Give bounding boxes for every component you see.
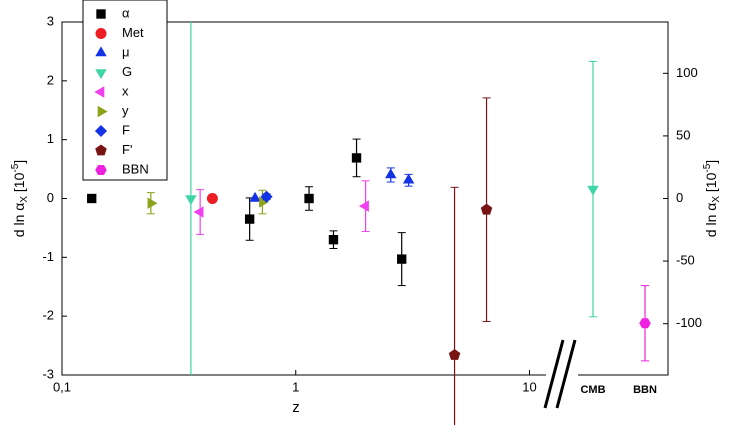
marker [480, 203, 493, 215]
y2-axis-label-part: d ln α [703, 203, 719, 238]
y-tick-label: 2 [47, 72, 54, 87]
legend-label: F' [122, 142, 132, 157]
y2-axis-label-part: X [711, 196, 722, 203]
x-tick-label: 1 [292, 379, 299, 394]
marker [147, 197, 158, 209]
y-tick-label: -2 [42, 308, 54, 323]
legend-label: y [122, 103, 129, 118]
marker [351, 153, 362, 163]
y2-tick-label: 50 [676, 127, 690, 142]
y-axis-label-part: [10 [11, 172, 27, 196]
legend-marker [95, 144, 107, 156]
legend-label: G [122, 64, 132, 79]
legend-marker [96, 9, 106, 19]
marker [193, 206, 204, 218]
legend-marker [95, 46, 107, 57]
marker [639, 318, 651, 329]
marker [385, 168, 397, 179]
y-axis-label-part: d ln α [11, 203, 27, 238]
legend-marker [95, 69, 107, 80]
legend-marker [94, 86, 105, 98]
y-axis-label-part: ] [11, 160, 27, 164]
legend-label: F [122, 122, 130, 137]
y2-axis-label-part: -5 [702, 163, 713, 172]
legend-label: BBN [122, 161, 149, 176]
legend-marker [97, 105, 108, 118]
y2-tick-label: -100 [676, 315, 702, 330]
marker [587, 185, 599, 196]
marker [448, 348, 461, 360]
y2-axis-label-part: [10 [703, 172, 719, 196]
marker [402, 173, 415, 184]
x-tick-label: 10 [522, 379, 536, 394]
legend-marker [95, 28, 107, 39]
legend-marker [94, 124, 108, 138]
y2-axis-label-part: ] [703, 160, 719, 164]
marker [260, 190, 273, 203]
marker [206, 193, 218, 204]
x-category-label: CMB [580, 384, 605, 396]
marker [397, 254, 407, 264]
marker [359, 200, 369, 212]
legend-label: Met [122, 25, 144, 40]
x-category-label: BBN [633, 384, 657, 396]
legend-label: μ [122, 44, 130, 59]
legend-marker [95, 164, 107, 176]
y-axis-label-part: X [19, 196, 30, 203]
y2-tick-label: 100 [676, 65, 698, 80]
legend-label: α [122, 5, 130, 20]
marker [87, 193, 97, 204]
y-axis-label-part: -5 [10, 163, 21, 172]
marker [249, 191, 261, 202]
x-axis-label: z [292, 399, 300, 416]
marker [328, 235, 339, 245]
y2-tick-label: -50 [676, 253, 695, 268]
marker [304, 193, 314, 204]
y2-axis-label: d ln αX [10-5] [702, 160, 722, 237]
marker [185, 195, 197, 206]
marker [259, 196, 269, 208]
x-tick-label: 0,1 [53, 379, 71, 394]
y2-tick-label: 0 [676, 190, 683, 205]
y-tick-label: -1 [42, 249, 54, 264]
y-axis-label: d ln αX [10-5] [10, 160, 30, 237]
y-tick-label: 1 [47, 131, 54, 146]
y-tick-label: -3 [42, 366, 54, 381]
y-tick-label: 0 [47, 190, 54, 205]
marker [244, 214, 255, 224]
legend-label: x [122, 83, 129, 98]
y-tick-label: 3 [47, 13, 54, 28]
axis-break [543, 339, 578, 409]
